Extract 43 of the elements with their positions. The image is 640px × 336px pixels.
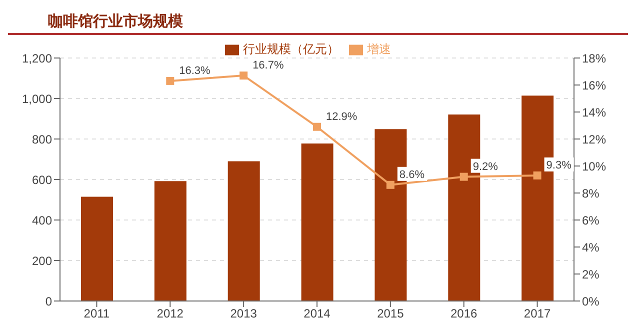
data-label: 16.7%	[252, 60, 284, 72]
data-label: 16.3%	[179, 64, 211, 77]
x-tick-label: 2016	[450, 306, 478, 321]
chart-title: 咖啡馆行业市场规模	[8, 8, 628, 35]
bar	[81, 196, 113, 301]
data-label: 8.6%	[399, 168, 425, 181]
y2-tick-label: 2%	[582, 267, 600, 282]
bar	[154, 181, 186, 301]
y-tick-label: 0	[45, 294, 52, 308]
point	[460, 172, 468, 181]
point	[386, 180, 394, 189]
y2-tick-label: 10%	[582, 159, 606, 174]
data-label: 12.9%	[326, 110, 358, 123]
y-tick-label: 600	[32, 172, 52, 187]
legend-label: 行业规模（亿元）	[243, 42, 339, 56]
x-tick-label: 2015	[377, 306, 404, 321]
y-tick-label: 800	[32, 132, 52, 146]
y-tick-label: 1,000	[22, 92, 52, 106]
point	[240, 72, 248, 80]
y2-tick-label: 18%	[582, 51, 606, 66]
y2-tick-label: 16%	[582, 78, 606, 92]
bar	[301, 143, 334, 301]
y2-tick-label: 6%	[582, 213, 600, 228]
data-label: 9.2%	[472, 160, 498, 173]
data-label: 9.3%	[546, 159, 572, 172]
x-tick-label: 2011	[84, 306, 110, 321]
y2-tick-label: 14%	[582, 105, 606, 120]
legend-label: 增速	[367, 42, 391, 56]
y2-tick-label: 8%	[582, 186, 600, 200]
y-tick-label: 1,200	[22, 51, 52, 66]
x-tick-label: 2012	[156, 306, 184, 321]
point	[533, 171, 542, 180]
y2-tick-label: 4%	[582, 240, 600, 254]
y2-tick-label: 0%	[582, 294, 600, 308]
x-tick-label: 2014	[304, 306, 331, 321]
x-tick-label: 2017	[524, 306, 551, 321]
y-tick-label: 200	[32, 254, 52, 268]
point	[166, 76, 174, 85]
point	[313, 122, 321, 131]
y-tick-label: 400	[32, 213, 52, 228]
y2-tick-label: 12%	[582, 132, 606, 146]
x-tick-label: 2013	[230, 306, 258, 321]
bar	[228, 161, 260, 301]
